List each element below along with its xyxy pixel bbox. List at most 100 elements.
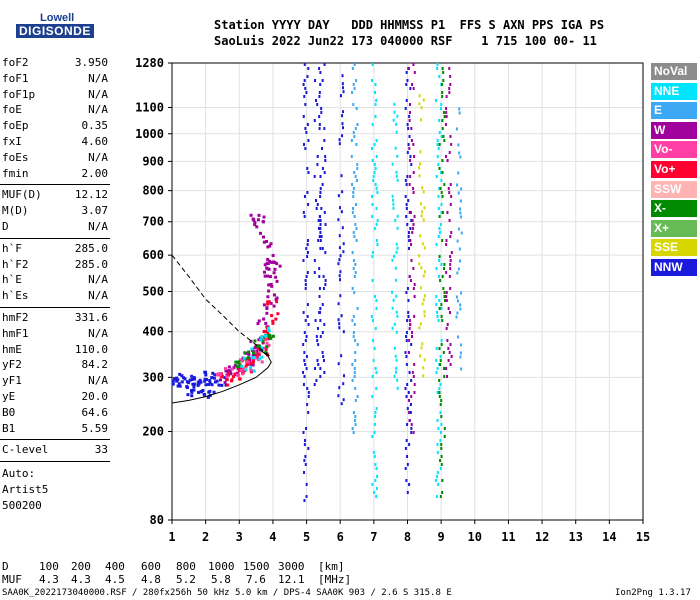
data-point [445, 295, 448, 298]
data-point [265, 341, 269, 345]
data-point [305, 355, 308, 358]
data-point [407, 299, 410, 302]
legend-item-vo: Vo+ [651, 161, 697, 178]
data-point [236, 367, 240, 371]
data-point [373, 431, 376, 434]
param-value: N/A [88, 374, 108, 388]
data-point [321, 247, 324, 250]
data-point [192, 385, 196, 389]
param-name: foEp [2, 119, 29, 133]
data-point [443, 139, 446, 142]
data-point [438, 167, 441, 170]
data-point [374, 411, 377, 414]
data-point [224, 367, 228, 371]
param-value: 4.60 [81, 135, 109, 148]
data-point [316, 359, 319, 362]
data-point [355, 227, 358, 230]
data-point [324, 155, 327, 158]
data-point [210, 376, 214, 380]
data-point [313, 175, 316, 178]
param-name: foE [2, 103, 22, 117]
data-point [422, 98, 425, 102]
data-point [406, 175, 409, 178]
param-separator [0, 184, 110, 186]
data-point [409, 403, 412, 406]
data-point [456, 183, 459, 187]
data-point [376, 191, 379, 194]
data-point [449, 259, 452, 262]
data-point [446, 339, 449, 342]
data-point [319, 319, 322, 322]
data-point [355, 79, 358, 82]
data-point [304, 287, 307, 290]
data-point [371, 79, 374, 82]
data-point [255, 349, 259, 353]
param-row: B1 5.59 [2, 422, 108, 436]
param-name: h`F2 [2, 257, 29, 271]
data-point [236, 365, 240, 369]
data-point [419, 162, 422, 166]
data-point [438, 395, 441, 398]
data-point [395, 174, 398, 178]
data-point [251, 361, 255, 365]
data-point [395, 250, 398, 254]
data-point [406, 123, 409, 126]
data-point [305, 367, 308, 370]
data-point [375, 239, 378, 242]
data-point [354, 127, 357, 130]
data-point [208, 379, 212, 383]
data-point [440, 415, 443, 418]
data-point [268, 275, 272, 279]
data-point [271, 253, 275, 257]
data-point [341, 126, 344, 130]
data-point [435, 295, 438, 298]
footer-info: SAA0K_2022173040000.RSF / 280fx256h 50 k… [2, 588, 452, 598]
data-point [372, 179, 375, 182]
data-point [448, 67, 451, 70]
data-point [440, 399, 443, 402]
data-point [393, 254, 396, 258]
data-point [374, 167, 377, 170]
data-point [405, 395, 408, 398]
data-point [439, 363, 442, 366]
data-point [251, 354, 255, 358]
data-point [440, 443, 443, 446]
data-point [460, 231, 463, 235]
data-point [356, 163, 359, 166]
data-point [197, 390, 201, 394]
data-point [353, 367, 356, 370]
param-row: h`Es N/A [2, 289, 108, 303]
data-point [270, 284, 274, 288]
data-point [394, 266, 397, 270]
data-point [304, 103, 307, 106]
param-name: foF2 [2, 56, 29, 69]
data-point [323, 211, 326, 214]
data-point [448, 151, 451, 154]
data-point [394, 218, 397, 222]
data-point [190, 377, 194, 381]
data-point [354, 423, 357, 426]
param-row: hmF2 331.6 [2, 311, 108, 325]
data-point [338, 138, 341, 142]
data-point [437, 235, 440, 238]
data-point [440, 343, 443, 346]
data-point [188, 378, 192, 382]
data-point [411, 219, 414, 222]
data-point [436, 67, 439, 70]
data-point [393, 374, 396, 378]
data-point [303, 375, 306, 378]
data-point [273, 293, 277, 297]
data-point [339, 206, 342, 210]
data-point [460, 343, 463, 347]
data-point [318, 235, 321, 238]
param-value: 33 [94, 443, 108, 457]
data-point [262, 346, 266, 350]
data-point [395, 358, 398, 362]
data-point [338, 246, 341, 250]
data-point [338, 274, 341, 278]
data-point [394, 278, 397, 282]
data-point [313, 119, 316, 122]
data-point [269, 334, 273, 338]
data-point [440, 303, 443, 306]
data-point [190, 388, 194, 392]
